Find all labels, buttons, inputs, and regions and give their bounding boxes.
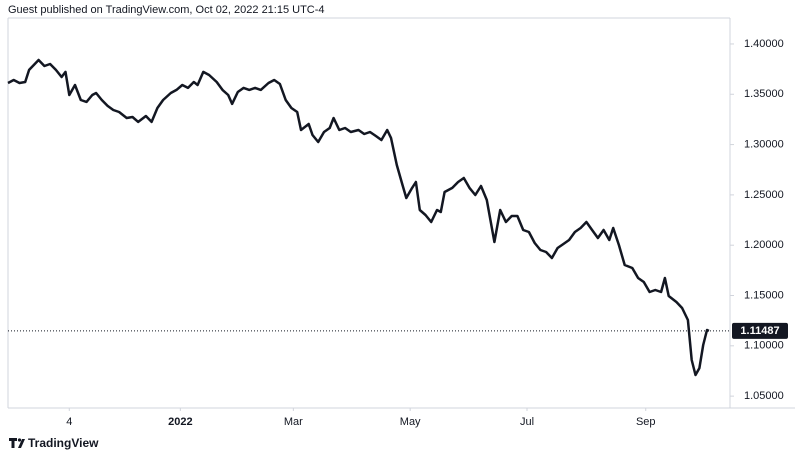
brand-name: TradingView: [28, 436, 99, 450]
y-tick-label: 1.10000: [744, 340, 784, 352]
x-tick-label: Jul: [520, 416, 534, 428]
brand-logo: [9, 438, 25, 448]
x-tick-label: 4: [66, 416, 72, 428]
y-tick-label: 1.05000: [744, 390, 784, 402]
y-tick-label: 1.35000: [744, 88, 784, 100]
x-tick-label: Sep: [636, 416, 656, 428]
price-line: [7, 58, 710, 377]
source-text: Guest published on TradingView.com, Oct …: [8, 4, 325, 16]
y-tick-label: 1.40000: [744, 38, 784, 50]
y-tick-label: 1.30000: [744, 138, 784, 150]
y-tick-label: 1.25000: [744, 189, 784, 201]
x-tick-label: Mar: [284, 416, 303, 428]
x-tick-label: May: [400, 416, 421, 428]
last-price-label: 1.11487: [740, 325, 779, 337]
x-tick-label: 2022: [168, 416, 192, 428]
y-tick-label: 1.15000: [744, 289, 784, 301]
last-price-box: [732, 322, 788, 339]
y-tick-label: 1.20000: [744, 239, 784, 251]
